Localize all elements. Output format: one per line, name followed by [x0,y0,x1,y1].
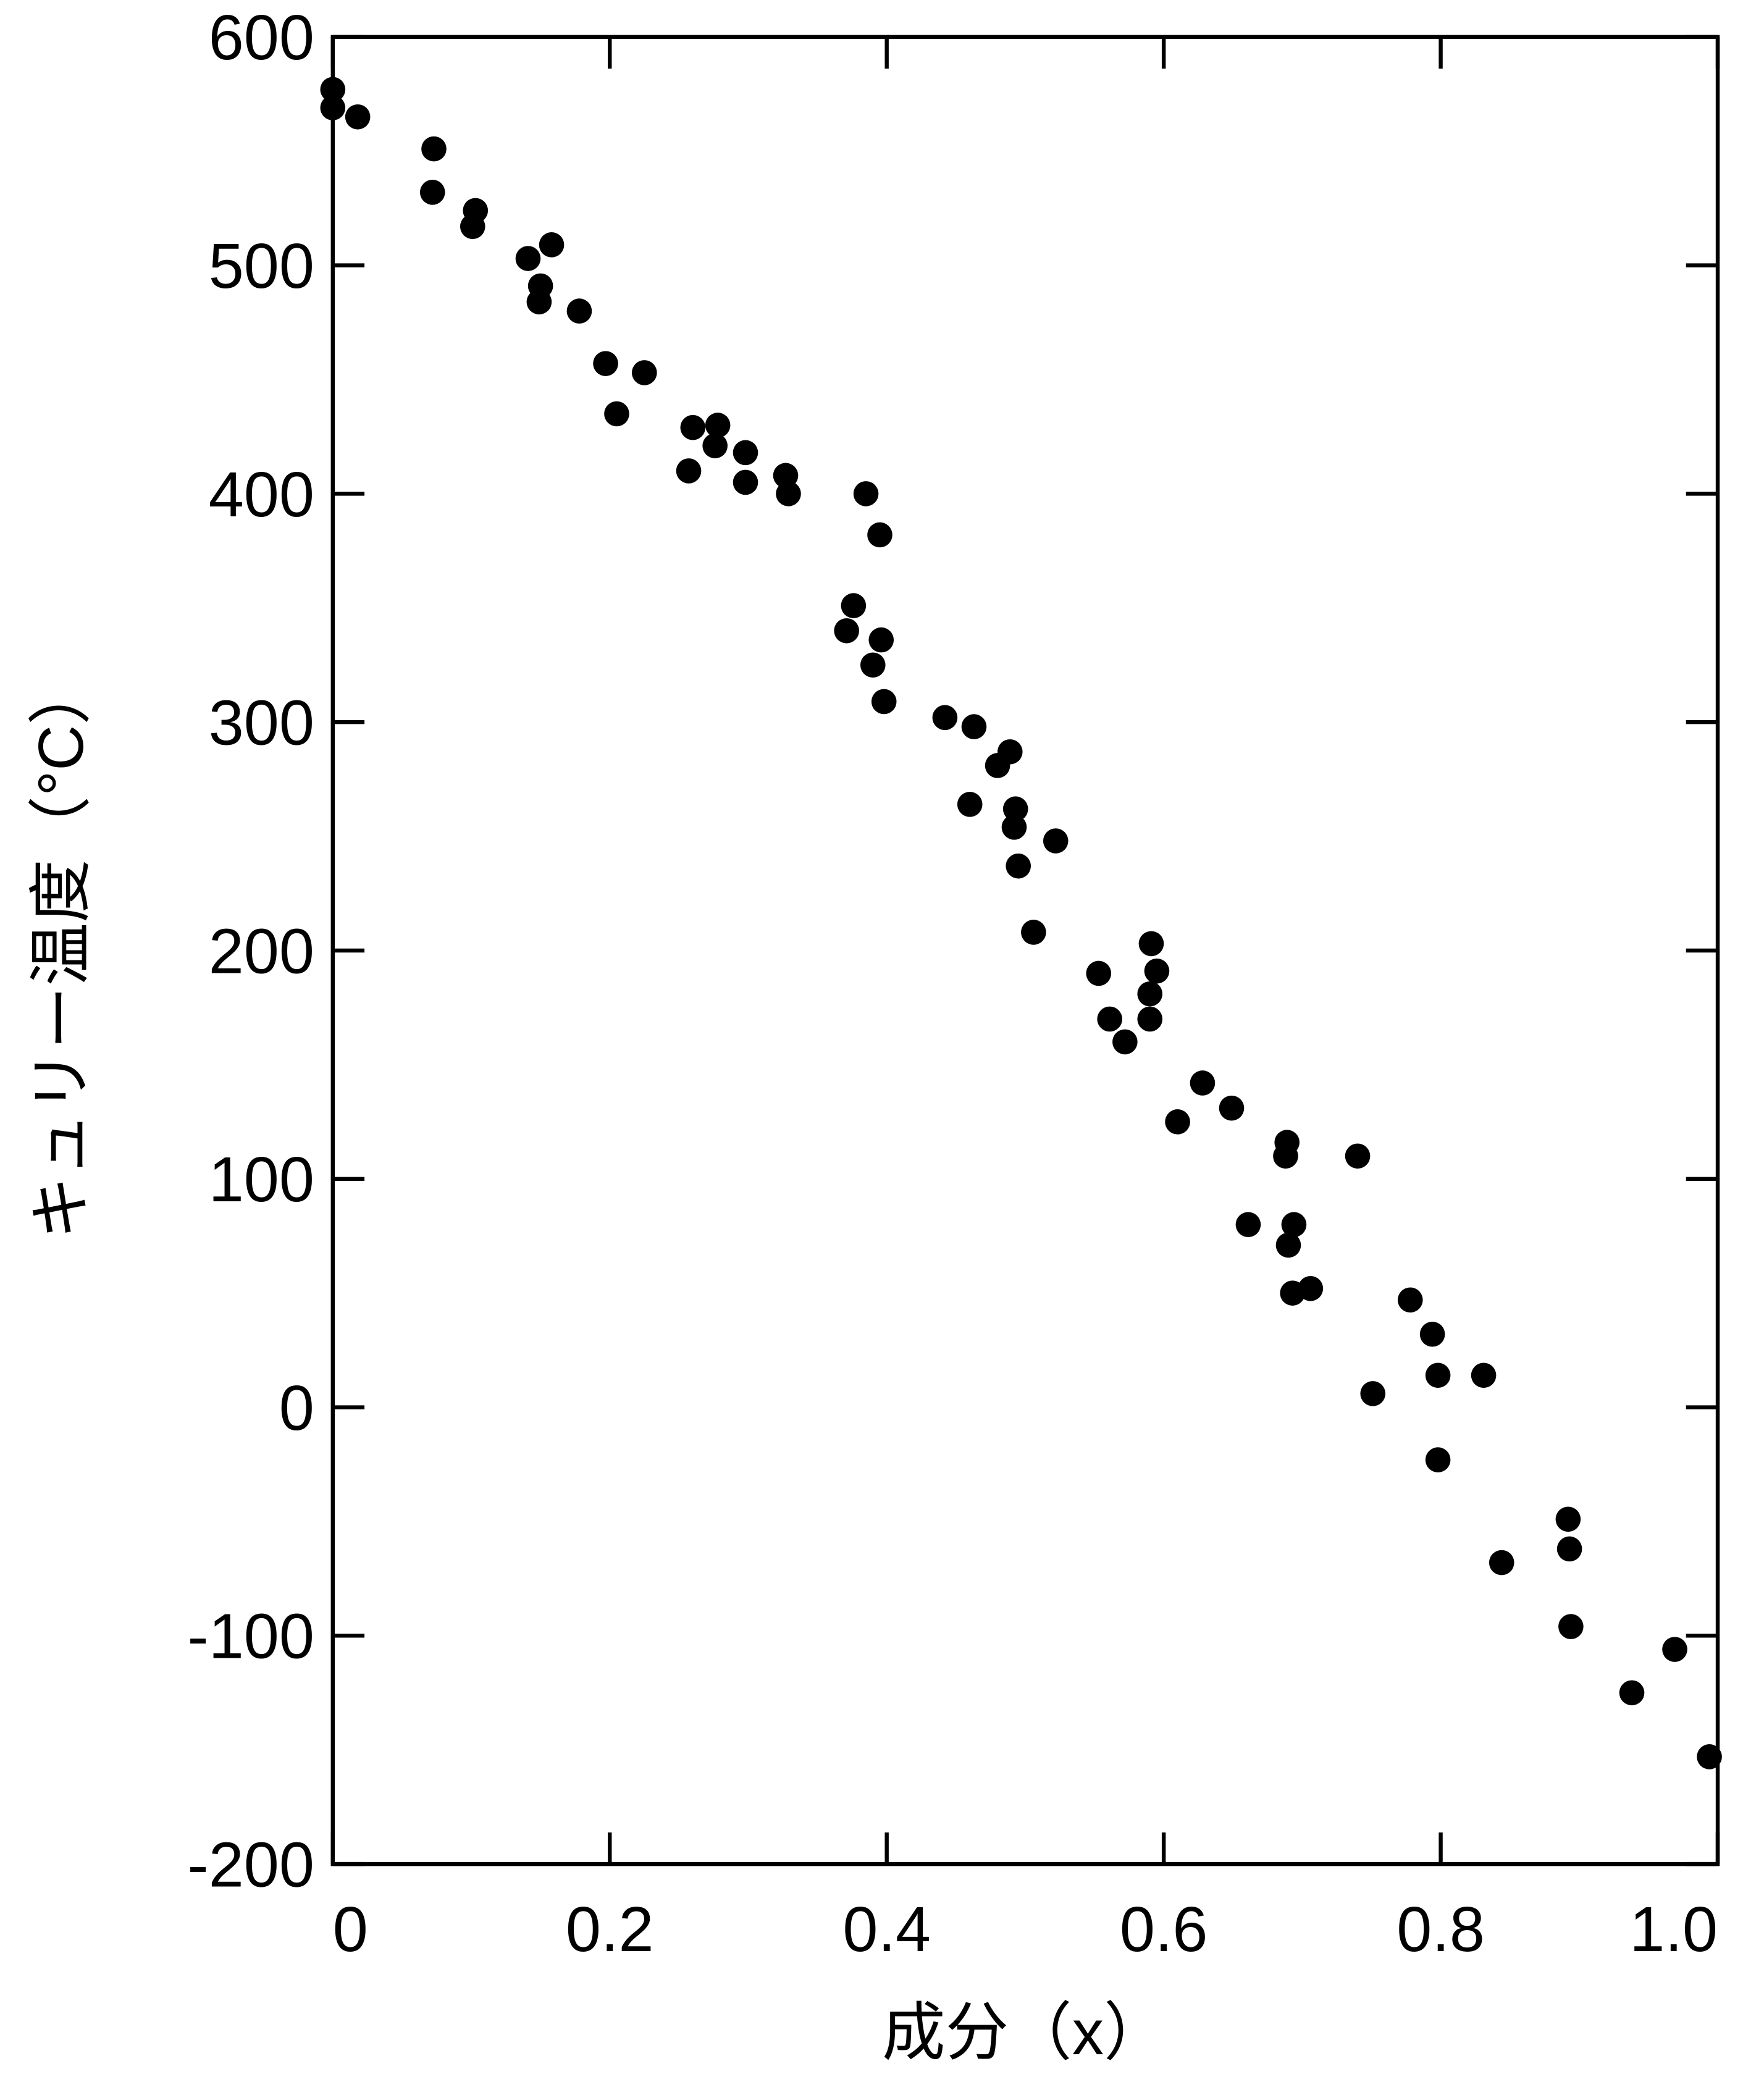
x-tick-label: 0 [333,1894,368,1965]
point [961,714,987,739]
point [705,413,731,438]
point [733,469,758,495]
point [985,753,1010,778]
x-axis-label: 成分（x） [882,1997,1167,2068]
point [1345,1143,1371,1169]
point [1235,1212,1261,1238]
y-tick-label: 0 [279,1372,314,1443]
point [957,792,983,817]
y-tick-label: 100 [209,1144,314,1215]
y-tick-label: -200 [188,1829,314,1900]
point [733,440,758,466]
point [1137,1006,1163,1032]
point [1144,958,1170,984]
y-tick-label: -100 [188,1601,314,1672]
y-tick-label: 400 [209,459,314,530]
x-tick-label: 0.2 [566,1894,654,1965]
point [1275,1232,1301,1258]
point [1397,1287,1423,1313]
x-tick-label: 0.4 [842,1894,931,1965]
point [526,289,552,315]
point [1281,1212,1307,1238]
point [1219,1095,1245,1121]
point [1558,1614,1584,1639]
x-tick-label: 0.6 [1120,1894,1208,1965]
point [604,401,629,427]
point [1097,1006,1123,1032]
point [1555,1506,1581,1532]
y-tick-label: 500 [209,230,314,301]
point [1619,1680,1645,1706]
point [1112,1029,1138,1055]
point [1002,796,1028,822]
point [1165,1109,1190,1135]
point [1471,1362,1497,1388]
y-tick-label: 300 [209,687,314,758]
point [1006,853,1031,879]
point [1425,1362,1451,1388]
point [1086,960,1112,986]
x-tick-label: 0.8 [1396,1894,1485,1965]
point [1137,981,1163,1007]
point [345,104,371,130]
point [320,95,346,120]
x-tick-label: 1.0 [1629,1894,1718,1965]
point [1138,931,1164,957]
point [932,705,958,731]
point [860,652,886,678]
y-tick-label: 200 [209,915,314,986]
point [320,77,346,103]
point [1419,1321,1445,1347]
point [1556,1536,1582,1562]
point [834,618,859,644]
point [1021,920,1046,945]
point [1662,1637,1687,1662]
point [1280,1280,1305,1306]
point [776,481,801,506]
point [1425,1447,1451,1472]
point [676,458,702,484]
point [1489,1550,1514,1576]
point [460,214,485,240]
point [1697,1744,1722,1770]
point [1190,1070,1216,1096]
point [515,246,541,271]
point [867,522,892,548]
point [1273,1143,1298,1169]
point [421,136,447,162]
point [853,481,879,506]
point [871,689,897,715]
point [1043,828,1069,854]
point [702,433,728,459]
point [631,360,657,385]
point [1360,1381,1386,1406]
point [593,351,618,376]
point [419,179,445,205]
y-tick-label: 600 [209,2,314,73]
point [868,627,894,653]
point [1001,815,1027,840]
y-axis-label: キュリー温度（°C） [25,661,96,1240]
point [566,298,592,324]
point [841,593,867,618]
point [539,232,565,258]
point [680,414,706,440]
